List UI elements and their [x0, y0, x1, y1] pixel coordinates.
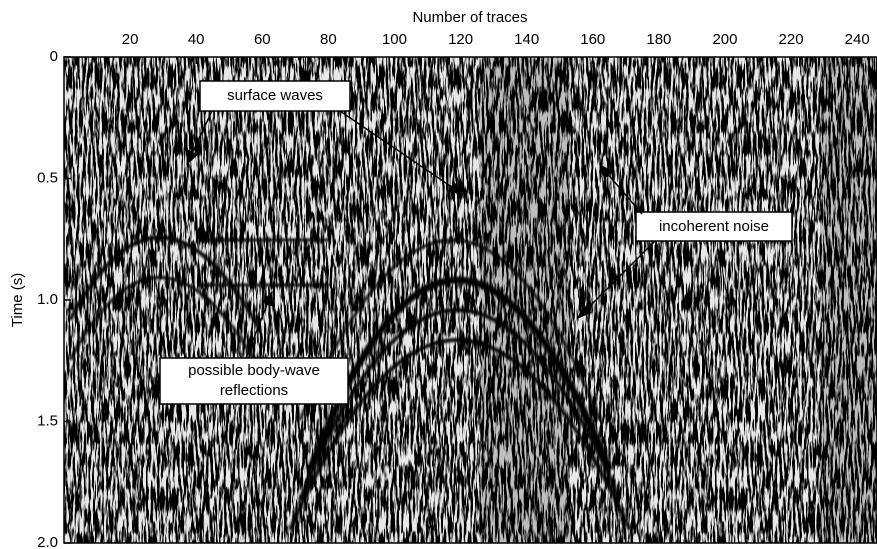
y-tick-label: 1.0	[37, 291, 58, 308]
annotation: surface waves	[227, 87, 323, 104]
x-tick-label: 220	[779, 31, 804, 48]
arrow	[576, 240, 656, 320]
x-tick-label: 240	[845, 31, 870, 48]
seismic-gather	[64, 57, 877, 543]
annotation-box	[159, 357, 349, 405]
arrow	[339, 110, 464, 195]
x-tick-label: 80	[320, 31, 337, 48]
x-tick-label: 120	[448, 31, 473, 48]
annotation: possible body-wave	[188, 362, 320, 379]
annotation: incoherent noise	[659, 218, 769, 235]
y-tick-label: 0	[50, 48, 58, 65]
y-tick-label: 1.5	[37, 412, 58, 429]
annotations: surface waves incoherent noise possible …	[159, 80, 793, 405]
annotation: reflections	[220, 382, 288, 399]
x-tick-label: 140	[514, 31, 539, 48]
x-tick-label: 40	[188, 31, 205, 48]
annotation-box	[199, 80, 351, 112]
y-tick-label: 0.5	[37, 169, 58, 186]
x-tick-label: 200	[712, 31, 737, 48]
y-axis-title: Time (s)	[9, 273, 26, 327]
x-tick-label: 180	[646, 31, 671, 48]
x-tick-label: 100	[382, 31, 407, 48]
arrow	[245, 290, 273, 359]
arrow	[186, 110, 213, 166]
x-tick-label: 60	[254, 31, 271, 48]
x-axis-title: Number of traces	[412, 9, 527, 26]
y-tick-label: 2.0	[37, 534, 58, 549]
annotation-box	[635, 211, 793, 242]
x-tick-label: 20	[122, 31, 139, 48]
x-tick-label: 160	[580, 31, 605, 48]
arrow	[599, 163, 643, 215]
